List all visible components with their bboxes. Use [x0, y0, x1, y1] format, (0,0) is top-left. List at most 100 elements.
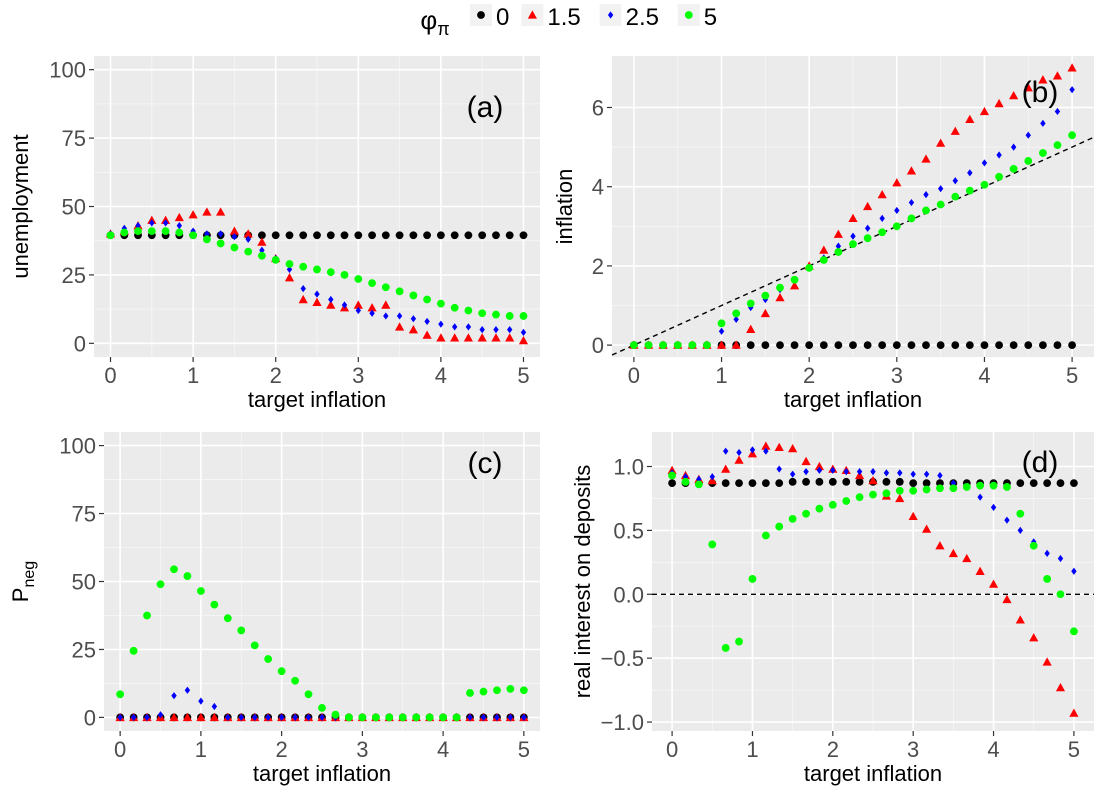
data-point	[1040, 119, 1046, 127]
data-point	[300, 284, 306, 293]
y-tick-label: 75	[62, 126, 86, 151]
data-point	[202, 207, 212, 216]
data-point	[718, 327, 725, 335]
data-point	[450, 303, 459, 312]
data-point	[980, 180, 989, 189]
data-point	[630, 341, 638, 350]
data-point	[371, 713, 380, 722]
data-point	[491, 333, 501, 342]
data-point	[1057, 554, 1064, 563]
data-point	[775, 292, 785, 302]
data-point	[1003, 483, 1011, 491]
data-point	[748, 479, 757, 488]
data-point	[761, 341, 770, 350]
x-tick-label: 0	[104, 363, 116, 388]
data-point	[204, 230, 210, 238]
data-point	[949, 484, 958, 493]
data-point	[895, 486, 904, 495]
data-point	[318, 703, 326, 712]
series-5	[630, 131, 1076, 350]
data-point	[423, 231, 431, 240]
data-point	[892, 178, 902, 187]
data-point	[717, 319, 726, 328]
data-point	[735, 637, 743, 646]
y-tick-label: −0.5	[601, 646, 644, 671]
series-2.5	[107, 219, 527, 336]
data-point	[1054, 107, 1061, 116]
data-point	[951, 341, 960, 350]
data-point	[278, 713, 285, 722]
data-point	[828, 500, 837, 509]
y-tick-label: 75	[72, 502, 96, 527]
data-point	[1015, 615, 1025, 624]
data-point	[1056, 479, 1065, 488]
data-point	[1038, 75, 1048, 84]
data-point	[116, 690, 125, 699]
data-point	[864, 224, 871, 232]
x-tick-label: 3	[356, 737, 368, 762]
data-point	[763, 447, 769, 455]
data-point	[211, 702, 218, 711]
data-point	[788, 514, 797, 523]
data-point	[1009, 341, 1018, 350]
y-tick-label: 0.5	[613, 518, 644, 543]
data-point	[923, 470, 930, 478]
data-point	[673, 341, 682, 350]
data-point	[506, 684, 515, 693]
data-point	[659, 341, 667, 350]
data-point	[210, 600, 219, 609]
y-tick-label: −1.0	[601, 710, 644, 735]
data-point	[409, 231, 418, 240]
data-point	[354, 275, 363, 283]
data-point	[354, 231, 363, 240]
data-point	[909, 486, 918, 495]
data-point	[480, 713, 487, 722]
data-point	[1039, 341, 1047, 350]
data-point	[995, 341, 1003, 350]
data-point	[129, 646, 138, 655]
series-1.5	[667, 441, 1079, 717]
data-point	[120, 228, 129, 237]
data-point	[340, 271, 349, 279]
legend: φπ 0 1.5 2.5 5	[420, 4, 717, 39]
series-5	[668, 471, 1078, 652]
x-tick-label: 0	[666, 737, 678, 762]
data-point	[117, 713, 123, 722]
data-point	[848, 213, 858, 223]
data-point	[761, 441, 771, 450]
data-point	[908, 198, 915, 207]
data-point	[842, 477, 851, 486]
x-tick-label: 1	[715, 363, 727, 388]
data-point	[644, 341, 653, 350]
data-point	[505, 231, 514, 240]
data-point	[937, 471, 943, 480]
data-point	[1068, 341, 1076, 350]
data-point	[819, 256, 828, 264]
data-point	[789, 281, 800, 290]
data-point	[1025, 131, 1031, 139]
data-point	[271, 231, 280, 240]
data-point	[855, 493, 864, 502]
data-point	[748, 575, 757, 583]
data-point	[1029, 633, 1039, 642]
data-point	[521, 713, 527, 722]
legend-label: 1.5	[547, 4, 580, 31]
x-tick-label: 2	[827, 737, 839, 762]
data-point	[936, 341, 945, 350]
data-point	[979, 106, 990, 116]
panel-label: (d)	[1022, 446, 1059, 479]
data-point	[162, 219, 169, 227]
data-point	[344, 713, 353, 722]
data-point	[505, 333, 515, 342]
data-point	[169, 712, 179, 722]
data-point	[965, 341, 974, 350]
data-point	[424, 317, 430, 326]
data-point	[505, 312, 514, 320]
data-point	[878, 341, 887, 350]
data-point	[802, 509, 810, 518]
data-point	[736, 448, 742, 457]
data-point	[518, 335, 529, 345]
data-point	[492, 310, 500, 319]
x-tick-label: 0	[628, 363, 640, 388]
data-point	[326, 300, 336, 309]
